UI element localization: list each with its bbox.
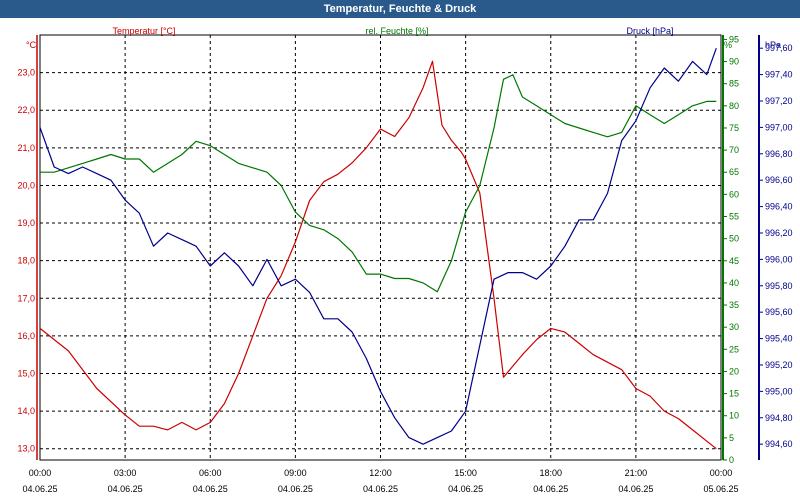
humidity-tick-label: 5 bbox=[729, 433, 734, 443]
humidity-tick-label: 45 bbox=[729, 256, 739, 266]
temperature-tick-label: 14,0 bbox=[17, 406, 35, 416]
x-tick-date: 04.06.25 bbox=[108, 484, 143, 494]
x-tick-time: 12:00 bbox=[369, 468, 392, 478]
x-tick-time: 18:00 bbox=[539, 468, 562, 478]
temperature-tick-label: 17,0 bbox=[17, 293, 35, 303]
pressure-tick-label: 997,40 bbox=[765, 70, 793, 80]
humidity-tick-label: 20 bbox=[729, 366, 739, 376]
humidity-tick-label: 60 bbox=[729, 189, 739, 199]
pressure-tick-label: 995,80 bbox=[765, 281, 793, 291]
humidity-tick-label: 90 bbox=[729, 57, 739, 67]
humidity-tick-label: 65 bbox=[729, 167, 739, 177]
x-tick-date: 04.06.25 bbox=[22, 484, 57, 494]
pressure-series-line bbox=[39, 47, 717, 445]
series-layer bbox=[39, 47, 717, 450]
temperature-tick-label: 23,0 bbox=[17, 68, 35, 78]
temperature-unit-label: °C bbox=[26, 40, 37, 50]
pressure-tick-label: 996,40 bbox=[765, 202, 793, 212]
pressure-tick-label: 997,00 bbox=[765, 122, 793, 132]
pressure-tick-label: 996,80 bbox=[765, 149, 793, 159]
temperature-tick-label: 22,0 bbox=[17, 105, 35, 115]
x-tick-date: 04.06.25 bbox=[533, 484, 568, 494]
temperature-tick-label: 16,0 bbox=[17, 331, 35, 341]
humidity-tick-label: 10 bbox=[729, 411, 739, 421]
pressure-tick-label: 997,60 bbox=[765, 43, 793, 53]
humidity-tick-label: 25 bbox=[729, 344, 739, 354]
x-tick-date: 04.06.25 bbox=[278, 484, 313, 494]
pressure-tick-label: 994,80 bbox=[765, 413, 793, 423]
chart-title: Temperatur, Feuchte & Druck bbox=[0, 0, 800, 18]
pressure-tick-label: 995,60 bbox=[765, 307, 793, 317]
temperature-tick-label: 15,0 bbox=[17, 368, 35, 378]
pressure-tick-label: 994,60 bbox=[765, 439, 793, 449]
temperature-tick-label: 21,0 bbox=[17, 143, 35, 153]
pressure-tick-label: 996,00 bbox=[765, 254, 793, 264]
x-tick-time: 03:00 bbox=[114, 468, 137, 478]
humidity-unit-label: % bbox=[724, 40, 732, 50]
pressure-tick-label: 996,20 bbox=[765, 228, 793, 238]
temperature-tick-label: 19,0 bbox=[17, 218, 35, 228]
x-tick-time: 00:00 bbox=[710, 468, 733, 478]
temperature-tick-label: 18,0 bbox=[17, 256, 35, 266]
x-tick-time: 21:00 bbox=[625, 468, 648, 478]
temperature-tick-label: 13,0 bbox=[17, 444, 35, 454]
humidity-tick-label: 80 bbox=[729, 101, 739, 111]
pressure-axis-title: Druck [hPa] bbox=[626, 26, 673, 36]
humidity-tick-label: 75 bbox=[729, 123, 739, 133]
x-tick-time: 06:00 bbox=[199, 468, 222, 478]
pressure-unit-label: hPa bbox=[765, 40, 781, 50]
grid bbox=[39, 34, 722, 461]
pressure-tick-label: 996,60 bbox=[765, 175, 793, 185]
pressure-tick-label: 995,40 bbox=[765, 334, 793, 344]
x-tick-date: 04.06.25 bbox=[618, 484, 653, 494]
temperature-axis-title: Temperatur [°C] bbox=[112, 26, 175, 36]
humidity-tick-label: 0 bbox=[729, 455, 734, 465]
humidity-tick-label: 85 bbox=[729, 79, 739, 89]
humidity-series-line bbox=[40, 74, 717, 293]
pressure-tick-label: 997,20 bbox=[765, 96, 793, 106]
pressure-tick-label: 995,20 bbox=[765, 360, 793, 370]
temperature-series-line bbox=[39, 60, 717, 450]
humidity-tick-label: 70 bbox=[729, 145, 739, 155]
humidity-axis-title: rel. Feuchte [%] bbox=[365, 26, 428, 36]
axes-layer: 00:00 04.06.25 03:00 04.06.25 06:00 04.06.25 0… bbox=[17, 34, 792, 494]
x-tick-time: 09:00 bbox=[284, 468, 307, 478]
humidity-tick-label: 15 bbox=[729, 389, 739, 399]
x-tick-date: 04.06.25 bbox=[193, 484, 228, 494]
x-tick-time: 15:00 bbox=[454, 468, 477, 478]
temperature-tick-label: 20,0 bbox=[17, 180, 35, 190]
x-tick-date: 04.06.25 bbox=[363, 484, 398, 494]
humidity-tick-label: 50 bbox=[729, 234, 739, 244]
x-tick-date: 05.06.25 bbox=[703, 484, 738, 494]
x-tick-date: 04.06.25 bbox=[448, 484, 483, 494]
humidity-tick-label: 30 bbox=[729, 322, 739, 332]
humidity-tick-label: 40 bbox=[729, 278, 739, 288]
humidity-tick-label: 95 bbox=[729, 34, 739, 44]
humidity-tick-label: 35 bbox=[729, 300, 739, 310]
humidity-tick-label: 55 bbox=[729, 212, 739, 222]
pressure-tick-label: 995,00 bbox=[765, 386, 793, 396]
x-tick-time: 00:00 bbox=[29, 468, 52, 478]
